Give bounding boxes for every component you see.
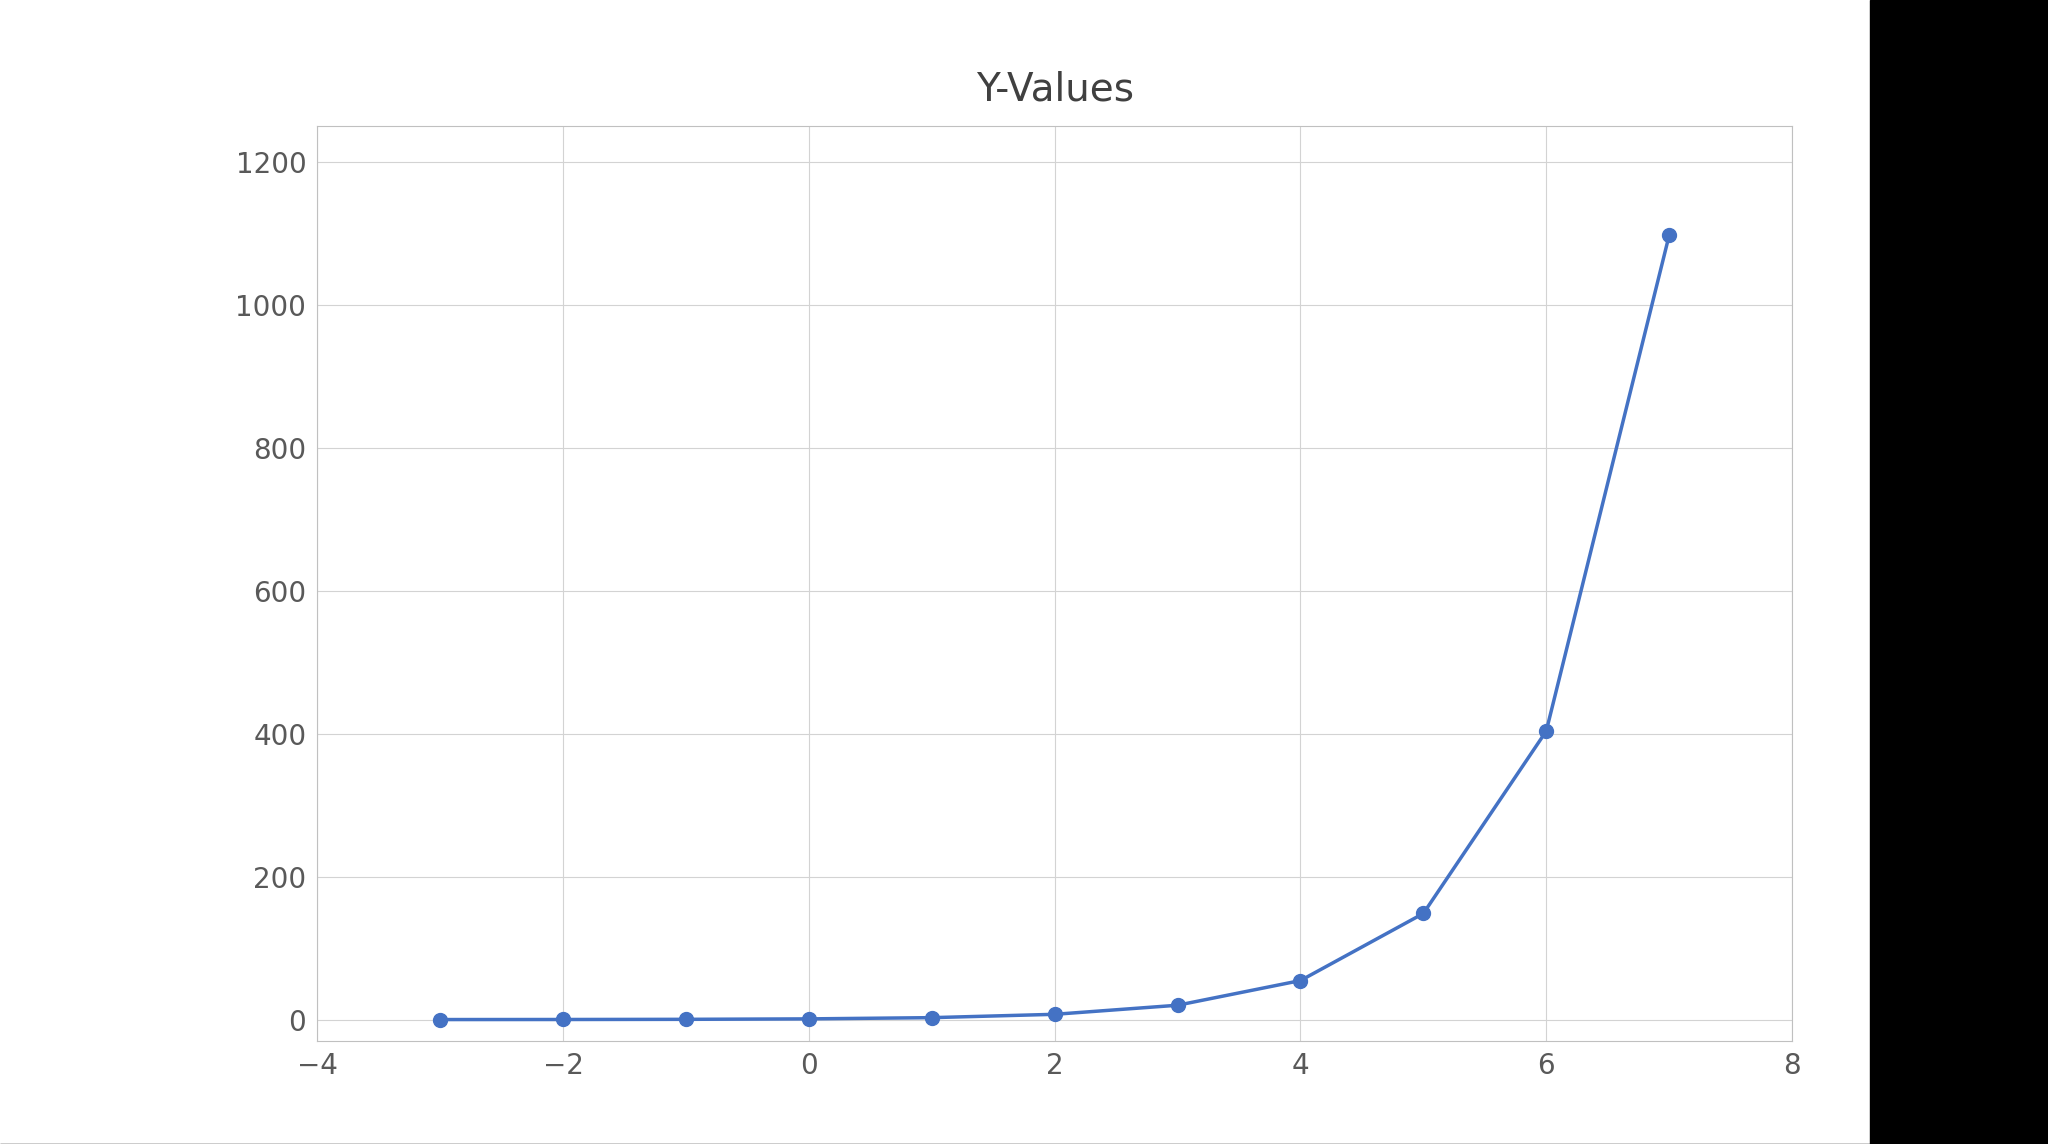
Title: Y-Values: Y-Values — [975, 71, 1135, 109]
